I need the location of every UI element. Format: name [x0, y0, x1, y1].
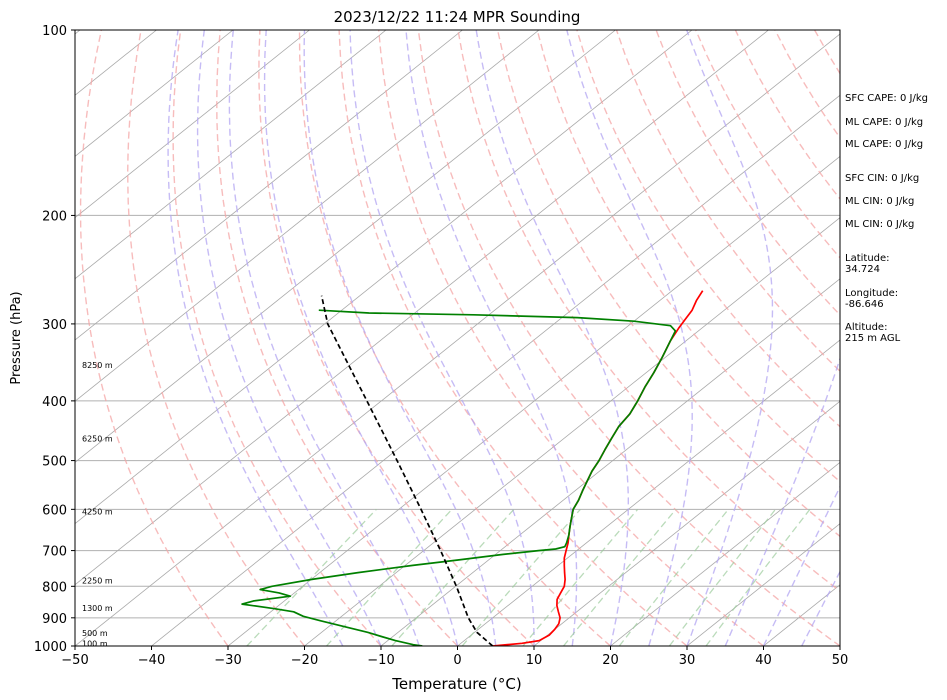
mixing-ratio-line: [668, 508, 777, 646]
isotherm-line: [75, 30, 616, 463]
x-tick-label: 30: [679, 653, 696, 668]
isotherm-line: [75, 30, 769, 586]
moist-adiabat-line: [475, 30, 629, 646]
isotherm-line: [75, 33, 840, 646]
mixing-ratio-line: [562, 508, 677, 646]
mixing-ratio-line: [705, 508, 811, 646]
isotherm-line: [75, 30, 540, 402]
x-tick-label: −10: [367, 653, 394, 668]
dry-adiabat-line: [536, 30, 840, 483]
height-label: 2250 m: [82, 577, 113, 586]
x-tick-label: −40: [138, 653, 165, 668]
moist-adiabat-line: [263, 30, 459, 646]
mixing-ratio-line: [522, 508, 639, 646]
moist-adiabat-line: [405, 30, 578, 646]
dry-adiabat-line: [934, 30, 947, 646]
x-tick-label: 10: [526, 653, 543, 668]
dry-adiabat-line: [338, 30, 688, 646]
mixing-ratio-line: [618, 508, 729, 646]
x-tick-label: 0: [453, 653, 461, 668]
sounding-info-6: ML CIN: 0 J/kg: [845, 219, 915, 230]
dry-adiabat-line: [417, 30, 840, 646]
sounding-info-4: SFC CIN: 0 J/kg: [845, 173, 920, 184]
y-tick-label: 300: [42, 318, 67, 333]
isotherm-line: [457, 339, 840, 646]
isotherm-line: [533, 400, 840, 646]
height-label: 100 m: [82, 639, 108, 648]
x-tick-label: 20: [602, 653, 619, 668]
height-label: 500 m: [82, 629, 108, 638]
isotherm-line: [75, 30, 387, 280]
height-label: 4250 m: [82, 508, 113, 517]
height-label: 1300 m: [82, 604, 113, 613]
y-axis-label: Pressure (hPa): [9, 291, 24, 384]
chart-title: 2023/12/22 11:24 MPR Sounding: [334, 8, 581, 26]
moist-adiabat-line: [566, 30, 693, 646]
y-tick-label: 1000: [34, 640, 67, 655]
sounding-info-2: ML CAPE: 0 J/kg: [845, 117, 924, 128]
plot-frame: [74, 29, 841, 647]
isotherm-line: [304, 217, 840, 646]
moist-adiabat-line: [801, 570, 840, 646]
y-tick-label: 500: [42, 455, 67, 470]
x-tick-label: 50: [832, 653, 849, 668]
dry-adiabat-line: [126, 30, 306, 646]
moist-adiabat-line: [167, 30, 344, 646]
dry-adiabat-line: [378, 30, 764, 646]
isotherm-line: [686, 523, 840, 646]
sounding-info-7: Latitude: 34.724: [845, 253, 890, 275]
dry-adiabat-line: [576, 30, 840, 428]
x-axis-label: Temperature (°C): [391, 675, 521, 693]
sounding-info-5: ML CIN: 0 J/kg: [845, 196, 915, 207]
isotherm-line: [151, 94, 840, 646]
height-label: 8250 m: [82, 361, 113, 370]
sounding-info-8: Longitude: -86.646: [845, 288, 899, 310]
y-tick-label: 200: [42, 209, 67, 224]
isotherm-line: [380, 278, 840, 646]
mixing-ratio-line: [461, 508, 581, 646]
mixing-ratio-line: [246, 508, 377, 646]
moist-adiabat-line: [228, 30, 420, 646]
sounding-info-9: Altitude: 215 m AGL: [845, 322, 901, 344]
moist-adiabat-line: [724, 356, 840, 646]
dry-adiabat-line: [258, 30, 535, 646]
y-tick-label: 700: [42, 545, 67, 560]
mixing-ratio-line: [391, 508, 515, 646]
x-tick-label: −50: [61, 653, 88, 668]
mixing-ratio-line: [326, 508, 453, 646]
isotherm-line: [0, 30, 4, 646]
y-tick-label: 800: [42, 580, 67, 595]
isotherm-line: [75, 30, 310, 219]
sounding-info-3: ML CAPE: 0 J/kg: [845, 139, 924, 150]
y-tick-label: 400: [42, 395, 67, 410]
isotherm-line: [227, 155, 840, 646]
moist-adiabat-line: [349, 30, 535, 646]
y-tick-label: 900: [42, 612, 67, 627]
isotherm-line: [610, 461, 840, 646]
dry-adiabat-line: [172, 30, 382, 646]
dewpoint-line: [241, 309, 677, 646]
dry-adiabat-line: [216, 30, 459, 646]
dry-adiabat-line: [496, 30, 840, 538]
y-tick-label: 600: [42, 503, 67, 518]
moist-adiabat-line: [686, 30, 774, 646]
x-tick-label: −20: [291, 653, 318, 668]
x-tick-label: −30: [214, 653, 241, 668]
isotherm-line: [75, 30, 463, 341]
isotherm-line: [75, 30, 234, 157]
y-tick-label: 100: [42, 24, 67, 39]
height-label: 6250 m: [82, 434, 113, 443]
isotherm-line: [75, 30, 693, 525]
moist-adiabat-line: [196, 30, 382, 646]
sounding-info-1: SFC CAPE: 0 J/kg: [845, 93, 928, 104]
dry-adiabat-line: [298, 30, 611, 646]
dry-adiabat-line: [457, 30, 840, 592]
x-tick-label: 40: [755, 653, 772, 668]
parcel-path-line: [320, 295, 494, 646]
moist-adiabat-line: [762, 485, 840, 646]
dry-adiabat-line: [655, 30, 840, 317]
moist-adiabat-line: [303, 30, 497, 646]
